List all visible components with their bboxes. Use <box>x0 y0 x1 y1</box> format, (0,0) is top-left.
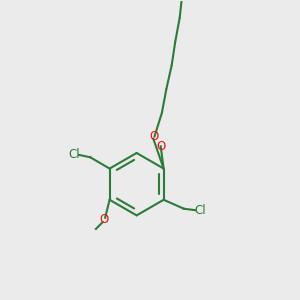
Text: Cl: Cl <box>194 204 206 217</box>
Text: O: O <box>150 130 159 143</box>
Text: Cl: Cl <box>68 148 80 161</box>
Text: O: O <box>156 140 165 153</box>
Text: O: O <box>100 214 109 226</box>
